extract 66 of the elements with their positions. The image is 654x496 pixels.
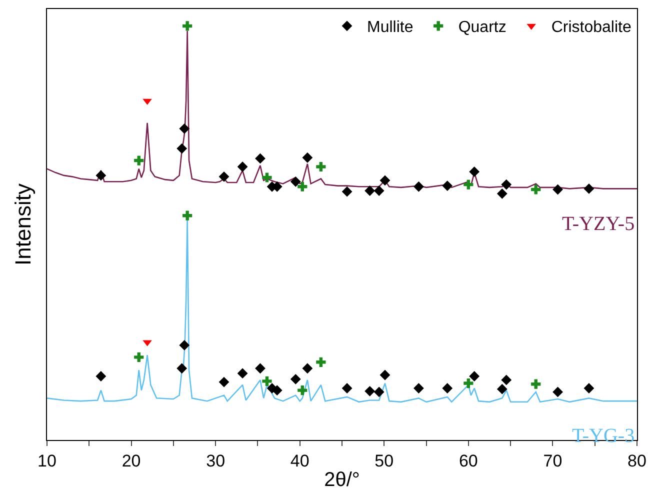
point bbox=[501, 374, 512, 386]
point bbox=[290, 374, 301, 384]
point bbox=[262, 376, 272, 386]
point bbox=[316, 162, 326, 172]
legend-label: Cristobalite bbox=[551, 19, 632, 36]
point bbox=[414, 383, 424, 394]
point bbox=[255, 153, 266, 164]
series-label: T-YZY-5 bbox=[562, 213, 635, 235]
point bbox=[364, 186, 376, 196]
point bbox=[176, 143, 188, 154]
point bbox=[380, 370, 390, 380]
point bbox=[298, 182, 308, 192]
x-tick-label: 50 bbox=[374, 452, 394, 471]
x-tick-label: 80 bbox=[628, 452, 646, 471]
point bbox=[469, 166, 480, 177]
point bbox=[496, 384, 508, 394]
point bbox=[290, 176, 301, 187]
point bbox=[182, 210, 192, 220]
point bbox=[96, 371, 106, 382]
point bbox=[316, 357, 326, 367]
x-axis-title: 2θ/° bbox=[324, 469, 360, 492]
point bbox=[364, 386, 376, 396]
point bbox=[501, 179, 512, 190]
point bbox=[262, 172, 272, 182]
point bbox=[302, 363, 313, 374]
point bbox=[584, 183, 594, 194]
point bbox=[342, 383, 352, 394]
point bbox=[237, 368, 248, 379]
point bbox=[531, 184, 541, 194]
point bbox=[464, 180, 474, 190]
legend-label: Mullite bbox=[367, 19, 414, 36]
point bbox=[342, 186, 352, 197]
legend-label: Quartz bbox=[458, 19, 506, 36]
point bbox=[176, 363, 188, 374]
point bbox=[552, 184, 563, 195]
x-tick-label: 40 bbox=[290, 452, 310, 471]
point bbox=[182, 21, 192, 31]
point bbox=[414, 181, 424, 192]
point bbox=[380, 175, 390, 186]
point bbox=[179, 340, 190, 350]
x-tick-label: 60 bbox=[458, 452, 478, 471]
point bbox=[584, 383, 594, 394]
point bbox=[237, 162, 248, 172]
x-tick-label: 20 bbox=[122, 452, 141, 471]
point bbox=[442, 383, 453, 394]
point bbox=[442, 180, 453, 191]
point bbox=[374, 386, 384, 398]
x-tick-label: 30 bbox=[206, 452, 226, 471]
point bbox=[218, 171, 230, 182]
x-tick-label: 10 bbox=[38, 452, 56, 471]
point bbox=[469, 371, 480, 382]
y-axis-title: Intensity bbox=[10, 184, 36, 266]
point bbox=[96, 170, 106, 181]
point bbox=[134, 156, 144, 166]
point bbox=[218, 376, 230, 388]
point bbox=[302, 152, 313, 163]
point bbox=[531, 379, 541, 389]
point bbox=[496, 188, 508, 199]
point bbox=[464, 378, 474, 388]
point bbox=[179, 123, 190, 134]
point bbox=[134, 352, 144, 362]
point bbox=[298, 386, 308, 396]
point bbox=[255, 363, 266, 374]
point bbox=[552, 386, 563, 398]
point bbox=[374, 186, 384, 196]
x-tick-label: 70 bbox=[543, 452, 562, 471]
